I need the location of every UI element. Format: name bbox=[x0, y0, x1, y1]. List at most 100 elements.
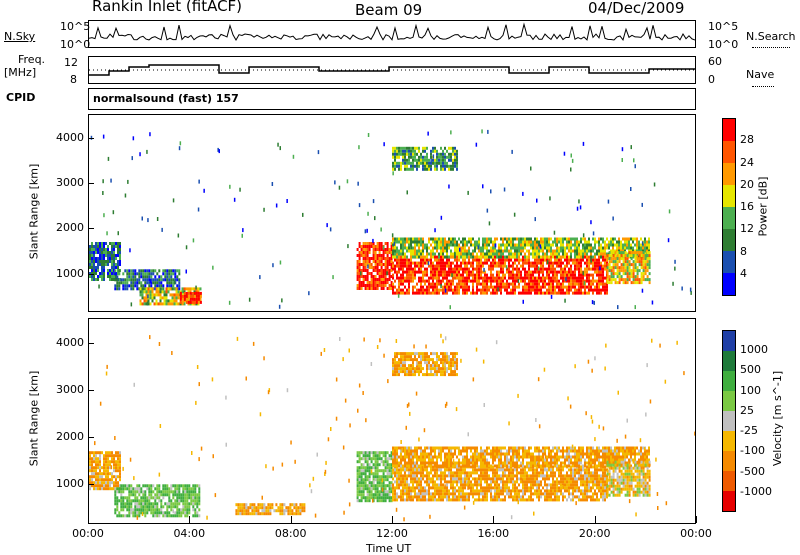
heatmap-cell bbox=[448, 271, 450, 274]
heatmap-cell bbox=[468, 268, 470, 271]
heatmap-cell bbox=[647, 269, 649, 272]
heatmap-cell bbox=[381, 260, 383, 263]
heatmap-cell bbox=[95, 454, 97, 457]
heatmap-cell bbox=[535, 217, 537, 221]
heatmap-cell bbox=[412, 468, 414, 471]
heatmap-cell bbox=[534, 277, 536, 280]
heatmap-cell bbox=[162, 272, 164, 275]
heatmap-cell bbox=[140, 499, 142, 502]
heatmap-cell bbox=[375, 275, 377, 278]
heatmap-cell bbox=[392, 483, 394, 486]
heatmap-cell bbox=[524, 256, 526, 259]
heatmap-cell bbox=[596, 259, 598, 262]
heatmap-cell bbox=[532, 256, 534, 259]
heatmap-cell bbox=[422, 471, 424, 474]
heatmap-cell bbox=[502, 480, 504, 483]
heatmap-cell bbox=[128, 505, 130, 508]
heatmap-cell bbox=[408, 168, 410, 171]
heatmap-cell bbox=[152, 511, 154, 514]
heatmap-cell bbox=[502, 477, 504, 480]
heatmap-cell bbox=[598, 241, 600, 244]
heatmap-cell bbox=[498, 250, 500, 253]
heatmap-cell bbox=[190, 298, 192, 301]
heatmap-cell bbox=[434, 492, 436, 495]
heatmap-cell bbox=[584, 292, 586, 295]
heatmap-cell bbox=[596, 253, 598, 256]
heatmap-cell bbox=[379, 481, 381, 484]
heatmap-cell bbox=[166, 487, 168, 490]
heatmap-cell bbox=[486, 244, 488, 247]
heatmap-cell bbox=[105, 251, 107, 254]
heatmap-cell bbox=[418, 471, 420, 474]
heatmap-cell bbox=[452, 162, 454, 165]
heatmap-cell bbox=[444, 147, 446, 150]
heatmap-cell bbox=[295, 512, 297, 515]
heatmap-cell bbox=[454, 265, 456, 268]
heatmap-cell bbox=[361, 496, 363, 499]
heatmap-cell bbox=[178, 499, 180, 502]
heatmap-cell bbox=[400, 292, 402, 295]
heatmap-cell bbox=[448, 156, 450, 159]
heatmap-cell bbox=[646, 247, 648, 250]
heatmap-cell bbox=[249, 512, 251, 515]
heatmap-cell bbox=[402, 265, 404, 268]
heatmap-cell bbox=[365, 475, 367, 478]
heatmap-cell bbox=[635, 260, 637, 263]
heatmap-cell bbox=[570, 271, 572, 274]
heatmap-cell bbox=[89, 254, 91, 257]
heatmap-cell bbox=[184, 298, 186, 301]
heatmap-cell bbox=[379, 478, 381, 481]
heatmap-cell bbox=[152, 272, 154, 275]
heatmap-cell bbox=[377, 248, 379, 251]
heatmap-cell bbox=[164, 487, 166, 490]
heatmap-cell bbox=[444, 268, 446, 271]
heatmap-cell bbox=[164, 275, 166, 278]
heatmap-cell bbox=[371, 287, 373, 290]
heatmap-cell bbox=[446, 286, 448, 289]
heatmap-cell bbox=[492, 292, 494, 295]
heatmap-cell bbox=[428, 261, 430, 265]
heatmap-cell bbox=[637, 260, 639, 263]
heatmap-cell bbox=[142, 275, 144, 278]
heatmap-cell bbox=[367, 287, 369, 290]
heatmap-cell bbox=[105, 475, 107, 478]
heatmap-cell bbox=[385, 251, 387, 254]
heatmap-cell bbox=[379, 275, 381, 278]
heatmap-cell bbox=[394, 150, 396, 153]
heatmap-cell bbox=[398, 168, 400, 171]
heatmap-cell bbox=[528, 286, 530, 289]
heatmap-cell bbox=[478, 271, 480, 274]
heatmap-cell bbox=[219, 149, 221, 153]
heatmap-cell bbox=[478, 277, 480, 280]
heatmap-cell bbox=[176, 511, 178, 514]
heatmap-cell bbox=[440, 289, 442, 292]
heatmap-cell bbox=[383, 499, 385, 502]
heatmap-cell bbox=[406, 277, 408, 280]
heatmap-cell bbox=[105, 472, 107, 475]
heatmap-cell bbox=[440, 247, 442, 250]
heatmap-cell bbox=[536, 268, 538, 271]
heatmap-cell bbox=[458, 492, 460, 495]
heatmap-cell bbox=[456, 477, 458, 480]
heatmap-cell bbox=[357, 278, 359, 281]
heatmap-cell bbox=[446, 480, 448, 483]
heatmap-cell bbox=[152, 281, 154, 284]
heatmap-cell bbox=[373, 281, 375, 284]
heatmap-cell bbox=[277, 509, 279, 512]
heatmap-cell bbox=[164, 290, 166, 293]
heatmap-cell bbox=[132, 284, 134, 287]
heatmap-cell bbox=[450, 256, 452, 259]
heatmap-cell bbox=[385, 493, 387, 496]
heatmap-cell bbox=[500, 268, 502, 271]
heatmap-cell bbox=[434, 283, 436, 286]
heatmap-cell bbox=[239, 503, 241, 506]
heatmap-cell bbox=[582, 244, 584, 247]
heatmap-cell bbox=[554, 289, 556, 292]
heatmap-cell bbox=[530, 244, 532, 247]
heatmap-cell bbox=[643, 266, 645, 269]
heatmap-cell bbox=[373, 487, 375, 490]
colorbar-segment bbox=[723, 185, 735, 207]
heatmap-cell bbox=[99, 466, 101, 469]
heatmap-cell bbox=[124, 281, 126, 284]
heatmap-cell bbox=[359, 278, 361, 281]
